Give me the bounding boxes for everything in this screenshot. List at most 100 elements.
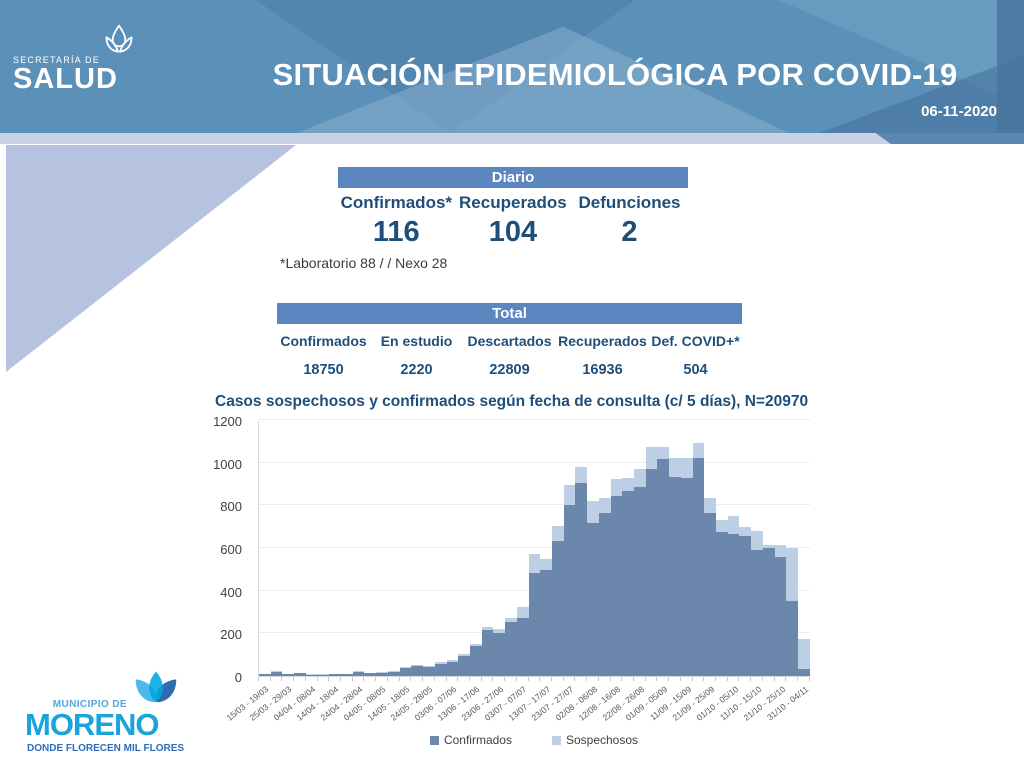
bar-sospechosos [774,544,787,557]
bar-confirmados [622,491,634,676]
bar-confirmados [493,633,506,676]
decorative-triangle [6,145,296,372]
bar-confirmados [458,655,470,676]
bar-sospechosos [516,606,529,619]
bar-sospechosos [727,516,740,535]
total-col-en-estudio: En estudio 2220 [370,324,463,378]
header-banner: SECRETARÍA DE SALUD SITUACIÓN EPIDEMIOLÓ… [0,0,1024,133]
page-title: SITUACIÓN EPIDEMIOLÓGICA POR COVID-19 [272,57,958,92]
bar-confirmados [399,667,412,676]
bar-sospechosos [751,530,763,551]
bar-confirmados [645,469,658,676]
bar-sospechosos [270,671,283,673]
bar [399,421,412,676]
total-def-covid-label: Def. COVID+* [651,333,740,349]
bar-sospechosos [399,666,412,668]
x-tick [422,677,434,681]
total-col-def-covid: Def. COVID+* 504 [649,324,742,378]
bar [657,421,670,676]
y-tick-label: 400 [220,584,242,600]
moreno-logo: MUNICIPIO DE MORENO DONDE FLORECEN MIL F… [25,655,187,760]
x-tick [621,677,633,681]
x-tick [715,677,727,681]
x-tick [527,677,540,681]
y-tick-label: 800 [220,499,242,515]
bar-confirmados [364,673,377,676]
bar [446,421,459,676]
bar-confirmados [469,646,482,676]
diario-columns: Confirmados* 116 Recuperados 104 Defunci… [338,188,688,249]
x-tick [668,677,680,681]
bar [352,421,365,676]
bar-sospechosos [458,653,470,656]
bar-confirmados [657,459,670,676]
bar-sospechosos [493,628,506,634]
grid-line [259,419,810,420]
bar-sospechosos [540,558,552,571]
grid-line [259,504,810,506]
bar-confirmados [551,540,564,676]
bar [282,421,295,676]
bar [387,421,400,676]
x-tick [269,677,282,681]
bar-sospechosos [294,672,306,674]
y-tick-label: 0 [234,670,242,685]
x-tick [375,677,387,681]
bar-sospechosos [762,544,775,548]
bar [587,421,599,676]
moreno-municipio-text: MUNICIPIO DE [52,699,127,710]
bar-confirmados [704,512,717,676]
x-tick [515,677,528,681]
legend-label-sospechosos: Sospechosos [565,733,639,747]
bar-sospechosos [446,660,459,663]
bar [505,421,517,676]
moreno-flower-icon [130,671,182,707]
bar-confirmados [270,672,283,676]
bar [411,421,424,676]
bar [551,421,564,676]
plot-area [258,419,810,677]
bar [563,421,576,676]
y-tick-label: 1000 [213,456,242,472]
y-axis-labels: 0 200 400 600 800 1000 1200 [190,414,250,685]
x-tick [304,677,317,681]
bar [341,421,353,676]
bar-confirmados [376,673,388,676]
total-confirmados-label: Confirmados [280,333,367,349]
total-columns: Confirmados 18750 En estudio 2220 Descar… [277,324,742,378]
diario-confirmados-value: 116 [372,216,420,248]
bar-confirmados [423,667,435,676]
header-bottom-strip [0,133,1024,144]
bar [739,421,752,676]
diario-panel: Diario Confirmados* 116 Recuperados 104 … [338,167,688,249]
bar-sospechosos [716,520,728,532]
bar-sospechosos [587,501,599,524]
bar-sospechosos [634,469,646,488]
bar [294,421,306,676]
chart-title: Casos sospechosos y confirmados según fe… [215,393,809,410]
x-tick [726,677,739,681]
total-recuperados-label: Recuperados [558,333,647,349]
x-tick [656,677,668,681]
bar [798,421,810,676]
lotus-icon [105,24,133,53]
bar-confirmados [786,601,799,676]
diario-defunciones-label: Defunciones [578,193,681,212]
bar [376,421,388,676]
bar [364,421,377,676]
bar-confirmados [282,674,295,676]
bar-sospechosos [481,626,494,631]
x-tick [750,677,762,681]
bar-sospechosos [575,466,588,483]
x-tick [586,677,598,681]
total-panel: Total Confirmados 18750 En estudio 2220 … [277,303,742,378]
diario-panel-header: Diario [338,167,688,188]
bar-confirmados [329,674,342,676]
bar [680,421,693,676]
x-tick [539,677,551,681]
legend-item-confirmados: Confirmados [429,733,512,747]
bar-series [259,421,810,676]
bar-sospechosos [528,554,541,573]
bar [259,421,271,676]
